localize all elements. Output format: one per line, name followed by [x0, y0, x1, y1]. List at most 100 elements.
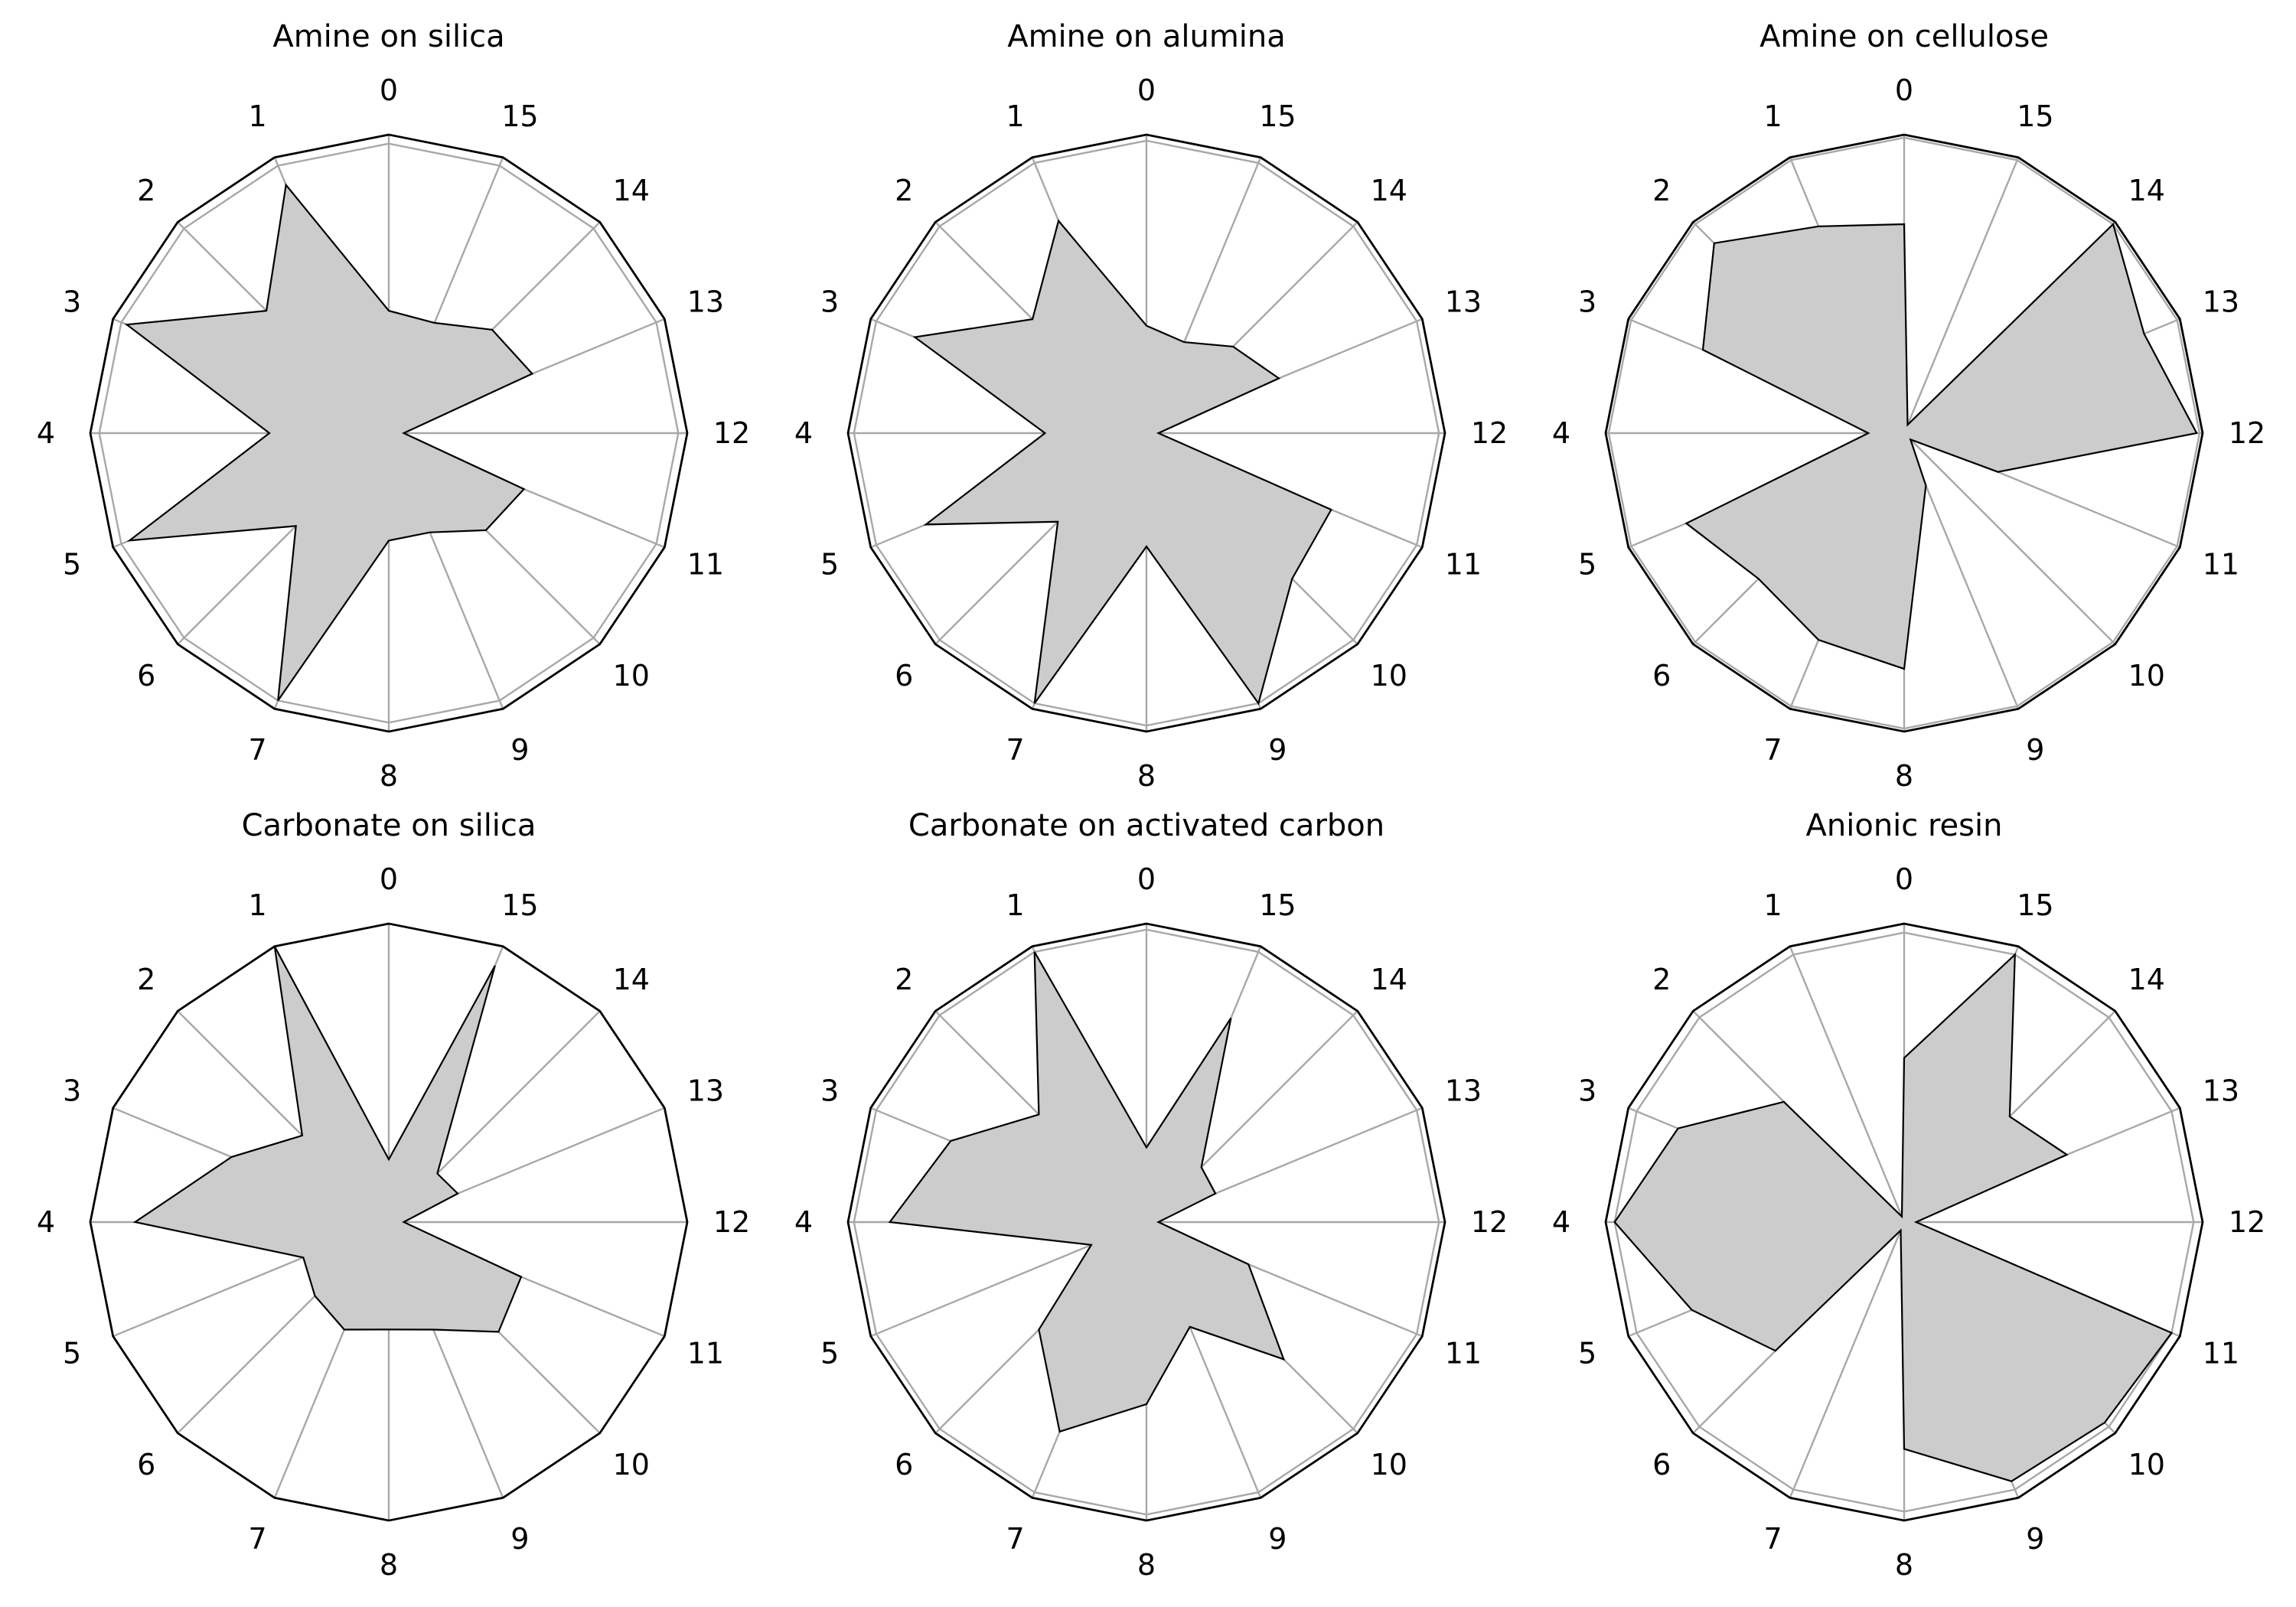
category-label: 2 — [1652, 963, 1671, 996]
category-label: 3 — [820, 285, 839, 319]
category-label: 15 — [1259, 99, 1296, 133]
category-label: 10 — [2128, 1448, 2165, 1482]
category-label: 9 — [2026, 1522, 2044, 1556]
category-label: 0 — [380, 862, 398, 896]
category-label: 14 — [2128, 963, 2165, 996]
category-label: 5 — [63, 1336, 81, 1370]
category-label: 14 — [613, 963, 650, 996]
data-series-area — [912, 219, 1332, 706]
category-label: 1 — [249, 888, 267, 922]
category-label: 1 — [1764, 99, 1782, 133]
category-label: 8 — [1895, 759, 1913, 793]
grid-ring — [1607, 136, 2201, 730]
category-label: 2 — [137, 963, 155, 996]
category-label: 15 — [501, 888, 538, 922]
category-label: 11 — [1445, 547, 1482, 581]
category-label: 4 — [37, 1205, 55, 1239]
category-label: 5 — [1578, 547, 1596, 581]
category-label: 2 — [1652, 174, 1671, 207]
grid-spoke — [1903, 157, 2020, 434]
category-label: 12 — [2229, 416, 2265, 450]
grid-ring — [98, 142, 680, 724]
category-label: 6 — [1652, 659, 1671, 693]
category-label: 11 — [2203, 1336, 2239, 1370]
category-label: 13 — [1445, 285, 1482, 319]
outer-frame — [1604, 922, 2204, 1522]
data-series-area — [132, 946, 523, 1333]
outer-frame — [846, 133, 1446, 733]
category-label: 7 — [1006, 1522, 1025, 1556]
category-label: 4 — [1552, 1205, 1570, 1239]
category-label: 5 — [1578, 1336, 1596, 1370]
category-label: 7 — [1006, 733, 1025, 767]
category-label: 6 — [895, 659, 913, 693]
radar-panel-5: Carbonate on activated carbon01234567891… — [794, 808, 1508, 1582]
data-series-area — [1684, 222, 2198, 670]
category-label: 9 — [510, 1522, 529, 1556]
category-label: 3 — [1578, 285, 1596, 319]
category-label: 14 — [613, 174, 650, 207]
outer-frame — [89, 922, 689, 1522]
category-label: 4 — [37, 416, 55, 450]
category-label: 14 — [1371, 963, 1407, 996]
category-label: 8 — [380, 759, 398, 793]
category-label: 9 — [510, 733, 529, 767]
category-label: 11 — [687, 547, 724, 581]
category-label: 7 — [249, 733, 267, 767]
category-label: 3 — [63, 1074, 81, 1108]
category-label: 0 — [1895, 862, 1913, 896]
category-label: 10 — [613, 1448, 650, 1482]
category-label: 12 — [713, 1205, 750, 1239]
category-label: 2 — [895, 963, 913, 996]
grid-spoke — [1789, 946, 1906, 1223]
category-label: 11 — [687, 1336, 724, 1370]
category-label: 2 — [895, 174, 913, 207]
data-series-area — [1613, 952, 2174, 1482]
data-series-area — [124, 183, 534, 702]
panel-title: Amine on silica — [272, 19, 504, 54]
category-label: 9 — [1268, 1522, 1287, 1556]
category-label: 5 — [820, 1336, 839, 1370]
category-label: 13 — [687, 285, 724, 319]
category-label: 13 — [1445, 1074, 1482, 1108]
category-label: 15 — [2017, 99, 2053, 133]
category-label: 15 — [1259, 888, 1296, 922]
category-label: 3 — [820, 1074, 839, 1108]
category-label: 7 — [249, 1522, 267, 1556]
category-label: 12 — [2229, 1205, 2265, 1239]
category-label: 15 — [501, 99, 538, 133]
category-label: 2 — [137, 174, 155, 207]
category-label: 6 — [137, 659, 155, 693]
category-label: 4 — [794, 416, 813, 450]
grid-ring — [853, 928, 1440, 1516]
category-label: 0 — [1137, 862, 1156, 896]
category-label: 8 — [1137, 1548, 1156, 1582]
category-label: 11 — [2203, 547, 2239, 581]
category-label: 4 — [794, 1205, 813, 1239]
category-label: 0 — [1137, 73, 1156, 107]
category-label: 10 — [1371, 1448, 1407, 1482]
category-label: 6 — [895, 1448, 913, 1482]
panel-title: Anionic resin — [1806, 808, 2003, 843]
grid-spoke — [1789, 1221, 1906, 1498]
category-label: 13 — [2203, 285, 2239, 319]
category-label: 13 — [687, 1074, 724, 1108]
category-label: 12 — [1471, 1205, 1508, 1239]
radar-panel-4: Carbonate on silica012345678910111213141… — [37, 808, 750, 1582]
outer-frame — [89, 133, 689, 733]
category-label: 14 — [1371, 174, 1407, 207]
category-label: 9 — [1268, 733, 1287, 767]
panel-title: Carbonate on silica — [242, 808, 536, 843]
grid-spoke — [1903, 432, 2116, 645]
category-label: 12 — [1471, 416, 1508, 450]
category-label: 6 — [1652, 1448, 1671, 1482]
category-label: 10 — [1371, 659, 1407, 693]
outer-frame — [1604, 133, 2204, 733]
category-label: 11 — [1445, 1336, 1482, 1370]
data-series-area — [888, 951, 1286, 1433]
category-label: 5 — [63, 547, 81, 581]
